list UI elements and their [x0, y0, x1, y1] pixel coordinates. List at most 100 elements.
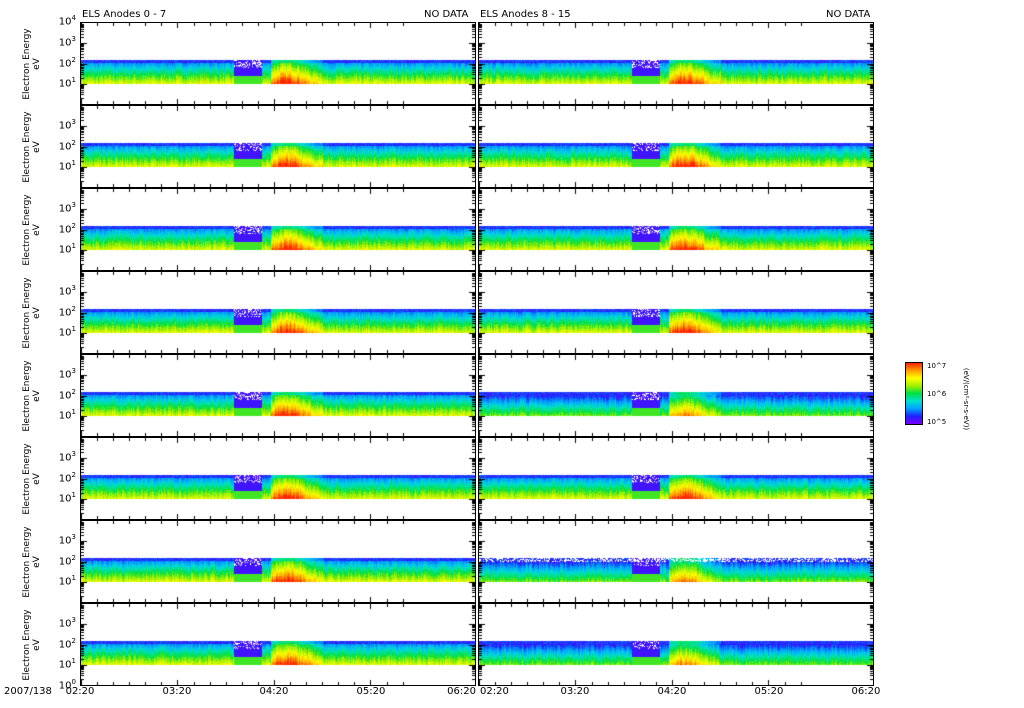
date-label: 2007/138	[4, 686, 52, 697]
y-tick-label: 102	[58, 636, 76, 650]
y-axis-unit: eV	[32, 638, 42, 651]
y-axis-label: Electron Energy eV	[22, 356, 42, 436]
spectrogram-panel-anode-14	[478, 520, 874, 603]
y-tick-label: 102	[58, 55, 76, 69]
y-tick-label: 103	[58, 283, 76, 298]
y-axis-label: Electron Energy eV	[22, 605, 42, 685]
spectrogram-image	[479, 521, 873, 602]
spectrogram-image	[479, 604, 873, 685]
left-column-title: ELS Anodes 0 - 7	[82, 9, 167, 20]
left-no-data-label: NO DATA	[424, 9, 469, 20]
x-tick-label: 06:20	[447, 686, 476, 697]
x-tick-label: 02:20	[65, 686, 95, 697]
colorbar	[905, 362, 923, 425]
spectrogram-panel-anode-2	[80, 188, 476, 271]
y-axis-title: Electron Energy	[22, 193, 32, 266]
spectrogram-image	[81, 355, 475, 436]
colorbar-tick: 10^6	[927, 390, 947, 398]
y-tick-label: 102	[58, 470, 76, 484]
spectrogram-image	[479, 189, 873, 270]
spectrogram-image	[479, 355, 873, 436]
colorbar-label: (eV/(cm²-sr-s-eV))	[962, 367, 970, 431]
y-axis-title: Electron Energy	[22, 110, 32, 183]
y-tick-label: 101	[58, 325, 76, 339]
colorbar-tick: 10^7	[927, 362, 947, 370]
y-tick-label: 104	[58, 14, 76, 28]
y-tick-label: 101	[58, 574, 76, 588]
y-axis-title: Electron Energy	[22, 442, 32, 515]
y-axis-unit: eV	[32, 140, 42, 153]
x-tick-label: 04:20	[657, 686, 687, 697]
x-tick-label: 05:20	[754, 686, 784, 697]
y-axis-label: Electron Energy eV	[22, 522, 42, 602]
spectrogram-panel-anode-13	[478, 437, 874, 520]
spectrogram-panel-anode-11	[478, 271, 874, 354]
y-axis-title: Electron Energy	[22, 608, 32, 681]
spectrogram-image	[81, 23, 475, 104]
y-tick-label: 102	[58, 553, 76, 567]
y-tick-label: 103	[58, 615, 76, 630]
y-tick-label: 103	[58, 117, 76, 132]
y-axis-unit: eV	[32, 57, 42, 70]
x-tick-label: 02:20	[480, 686, 509, 697]
right-column-title: ELS Anodes 8 - 15	[480, 9, 571, 20]
y-axis-unit: eV	[32, 389, 42, 402]
y-axis-title: Electron Energy	[22, 359, 32, 432]
spectrogram-panel-anode-5	[80, 437, 476, 520]
x-tick-label: 04:20	[259, 686, 289, 697]
y-axis-label: Electron Energy eV	[22, 190, 42, 270]
y-tick-label: 103	[58, 200, 76, 215]
y-tick-label: 103	[58, 366, 76, 381]
spectrogram-image	[81, 272, 475, 353]
colorbar-tick: 10^5	[927, 418, 947, 426]
x-tick-label: 03:20	[560, 686, 590, 697]
y-axis-label: Electron Energy eV	[22, 24, 42, 104]
spectrogram-image	[479, 272, 873, 353]
spectrogram-panel-anode-7	[80, 603, 476, 686]
spectrogram-panel-anode-0	[80, 22, 476, 105]
spectrogram-panel-anode-6	[80, 520, 476, 603]
x-tick-label: 03:20	[162, 686, 192, 697]
spectrogram-image	[479, 23, 873, 104]
y-axis-label: Electron Energy eV	[22, 107, 42, 187]
spectrogram-panel-anode-9	[478, 105, 874, 188]
spectrogram-panel-anode-4	[80, 354, 476, 437]
y-axis-label: Electron Energy eV	[22, 439, 42, 519]
y-tick-label: 102	[58, 387, 76, 401]
y-axis-title: Electron Energy	[22, 276, 32, 349]
spectrogram-image	[81, 189, 475, 270]
y-tick-label: 102	[58, 138, 76, 152]
y-axis-label: Electron Energy eV	[22, 273, 42, 353]
y-tick-label: 103	[58, 449, 76, 464]
y-tick-label: 102	[58, 304, 76, 318]
spectrogram-panel-anode-10	[478, 188, 874, 271]
y-axis-unit: eV	[32, 555, 42, 568]
y-axis-unit: eV	[32, 306, 42, 319]
y-tick-label: 103	[58, 34, 76, 49]
spectrogram-image	[81, 604, 475, 685]
y-axis-title: Electron Energy	[22, 525, 32, 598]
spectrogram-image	[81, 106, 475, 187]
spectrogram-panel-anode-1	[80, 105, 476, 188]
spectrogram-image	[479, 106, 873, 187]
x-tick-label: 06:20	[851, 686, 881, 697]
spectrogram-image	[81, 438, 475, 519]
y-tick-label: 101	[58, 76, 76, 90]
spectrogram-panel-anode-12	[478, 354, 874, 437]
y-tick-label: 101	[58, 159, 76, 173]
y-axis-unit: eV	[32, 223, 42, 236]
y-axis-title: Electron Energy	[22, 27, 32, 100]
y-axis-unit: eV	[32, 472, 42, 485]
spectrogram-image	[479, 438, 873, 519]
y-tick-label: 102	[58, 221, 76, 235]
x-tick-label: 05:20	[356, 686, 386, 697]
right-no-data-label: NO DATA	[826, 9, 871, 20]
spectrogram-panel-anode-15	[478, 603, 874, 686]
y-tick-label: 101	[58, 242, 76, 256]
y-tick-label: 100	[58, 678, 76, 692]
spectrogram-panel-anode-8	[478, 22, 874, 105]
y-tick-label: 101	[58, 657, 76, 671]
y-tick-label: 101	[58, 408, 76, 422]
y-tick-label: 103	[58, 532, 76, 547]
spectrogram-panel-anode-3	[80, 271, 476, 354]
